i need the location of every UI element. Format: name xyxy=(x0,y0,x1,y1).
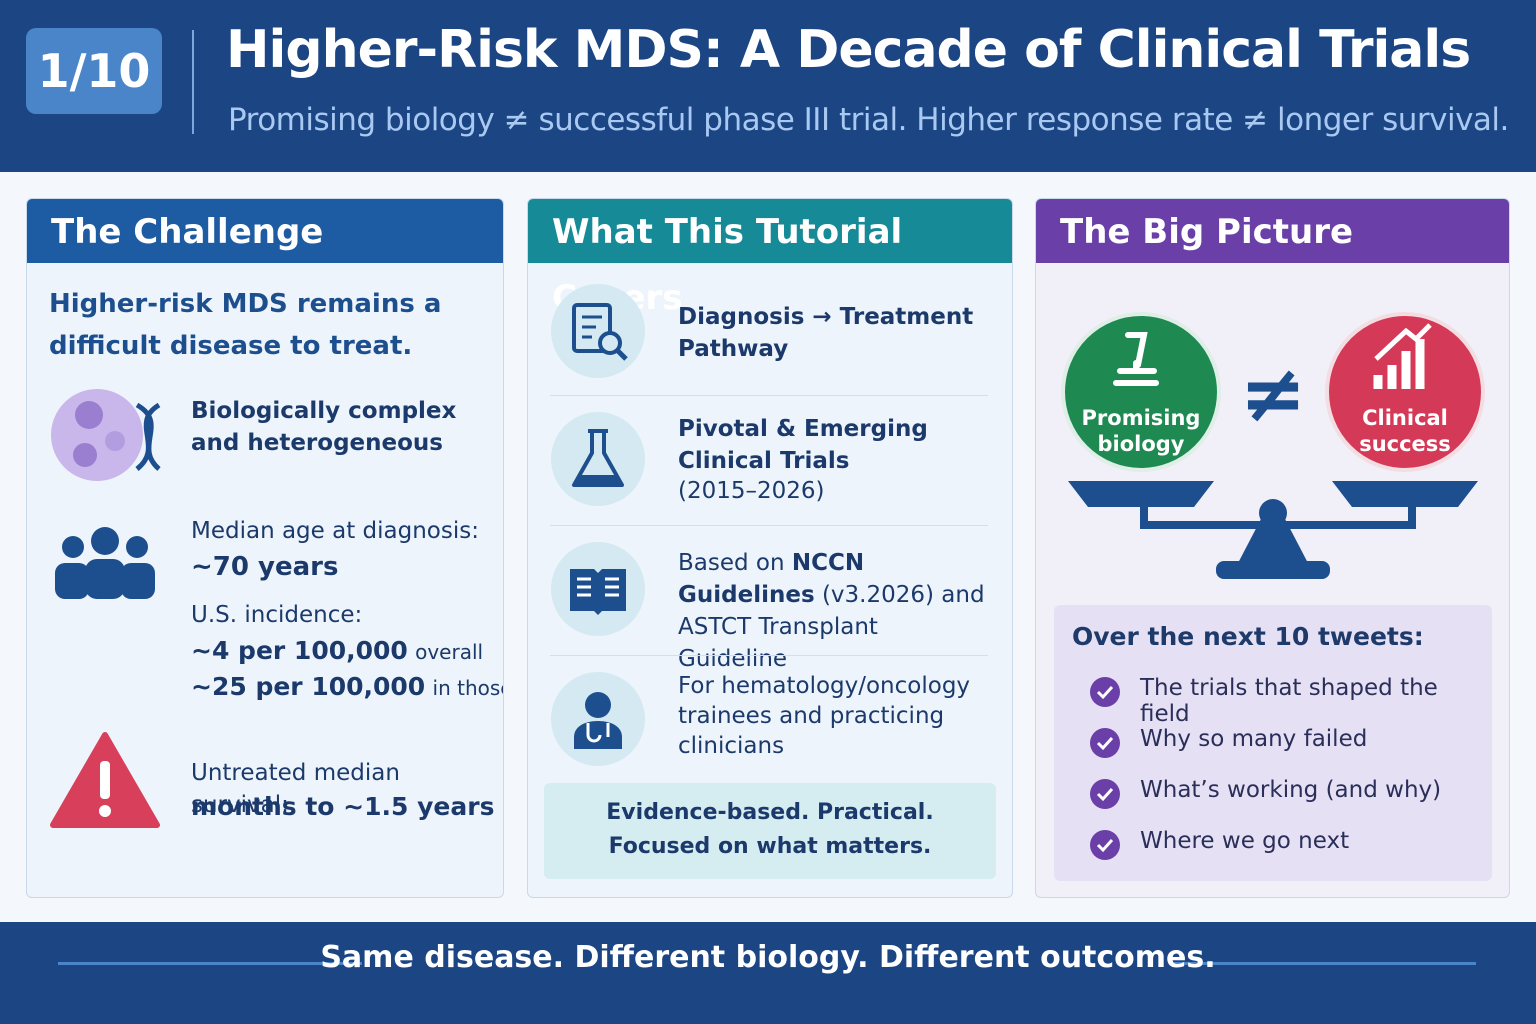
topic-suffix: (v3.2026) and ASTCT Transplant Guideline xyxy=(678,582,985,672)
tutorial-panel: What This Tutorial Covers Diagnosis → Tr… xyxy=(527,198,1013,898)
big-picture-panel: The Big Picture Promising biology ≠ Clin… xyxy=(1035,198,1510,898)
topic: Based on NCCN Guidelines (v3.2026) and A… xyxy=(678,547,988,675)
list-item: The trials that shaped the field xyxy=(1140,675,1438,727)
topic: For hematology/oncology trainees and pra… xyxy=(678,673,971,759)
document-icon xyxy=(551,284,645,378)
age-label: Median age at diagnosis: xyxy=(191,518,479,544)
footer-text: Same disease. Different biology. Differe… xyxy=(320,940,1216,975)
list-box: Over the next 10 tweets: The trials that… xyxy=(1054,605,1492,881)
survival-label: Untreated median survival: xyxy=(191,760,400,818)
cell-icon xyxy=(51,389,161,481)
incidence-qualifier: in those ≥65 xyxy=(432,676,503,700)
divider xyxy=(192,30,194,134)
lead: Higher-risk MDS remains a difficult dise… xyxy=(49,289,442,361)
header xyxy=(0,0,1536,172)
circle-label: Promising biology xyxy=(1081,406,1201,456)
note: Evidence-based. Practical. xyxy=(606,800,934,825)
note-box xyxy=(544,783,996,879)
list-item: Where we go next xyxy=(1140,828,1350,854)
incidence-line: ~4 per 100,000 overall xyxy=(191,635,483,668)
subtitle: Promising biology ≠ successful phase III… xyxy=(228,102,1509,138)
biology-text: Biologically complex and heterogeneous xyxy=(191,398,457,456)
check-icon xyxy=(1090,830,1120,860)
separator xyxy=(550,395,988,396)
topic: Diagnosis → Treatment Pathway xyxy=(678,304,974,362)
survival-value: months to ~1.5 years xyxy=(191,792,495,821)
age-value: ~70 years xyxy=(191,552,339,582)
separator xyxy=(550,655,988,656)
check-icon xyxy=(1090,779,1120,809)
check-icon xyxy=(1090,677,1120,707)
people-icon xyxy=(55,527,155,599)
not-equal: ≠ xyxy=(1239,347,1307,440)
badge: 1/10 xyxy=(26,28,162,114)
incidence-line: ~25 per 100,000 in those ≥65 xyxy=(191,671,503,704)
flask-icon xyxy=(551,412,645,506)
panel-title: What This Tutorial Covers xyxy=(528,199,1012,318)
note: Focused on what matters. xyxy=(608,834,932,859)
check-icon xyxy=(1090,728,1120,758)
panel-title: The Challenge xyxy=(27,199,503,263)
topic: Pivotal & Emerging Clinical Trials xyxy=(678,416,928,474)
warning-icon xyxy=(50,732,160,828)
footer-rule xyxy=(1172,962,1476,965)
footer-rule xyxy=(58,962,362,965)
book-icon xyxy=(551,542,645,636)
incidence-label: U.S. incidence: xyxy=(191,602,363,628)
incidence-qualifier: overall xyxy=(415,640,484,664)
topic-years: (2015–2026) xyxy=(678,478,825,504)
list-item: Why so many failed xyxy=(1140,726,1368,752)
topic-emphasis: NCCN Guidelines xyxy=(678,550,865,608)
title: Higher-Risk MDS: A Decade of Clinical Tr… xyxy=(226,20,1471,80)
topic-prefix: Based on xyxy=(678,550,785,576)
circle-label: Clinical success xyxy=(1359,406,1451,456)
separator xyxy=(550,525,988,526)
list-title: Over the next 10 tweets: xyxy=(1072,622,1424,651)
footer xyxy=(0,922,1536,1024)
incidence-value: ~4 per 100,000 xyxy=(191,636,408,665)
panel-title: The Big Picture xyxy=(1036,199,1509,263)
clinician-icon xyxy=(551,672,645,766)
balance-illustration xyxy=(1061,312,1485,579)
challenge-panel: The Challenge Higher-risk MDS remains a … xyxy=(26,198,504,898)
list-item: What’s working (and why) xyxy=(1140,777,1442,803)
incidence-value: ~25 per 100,000 xyxy=(191,672,426,701)
